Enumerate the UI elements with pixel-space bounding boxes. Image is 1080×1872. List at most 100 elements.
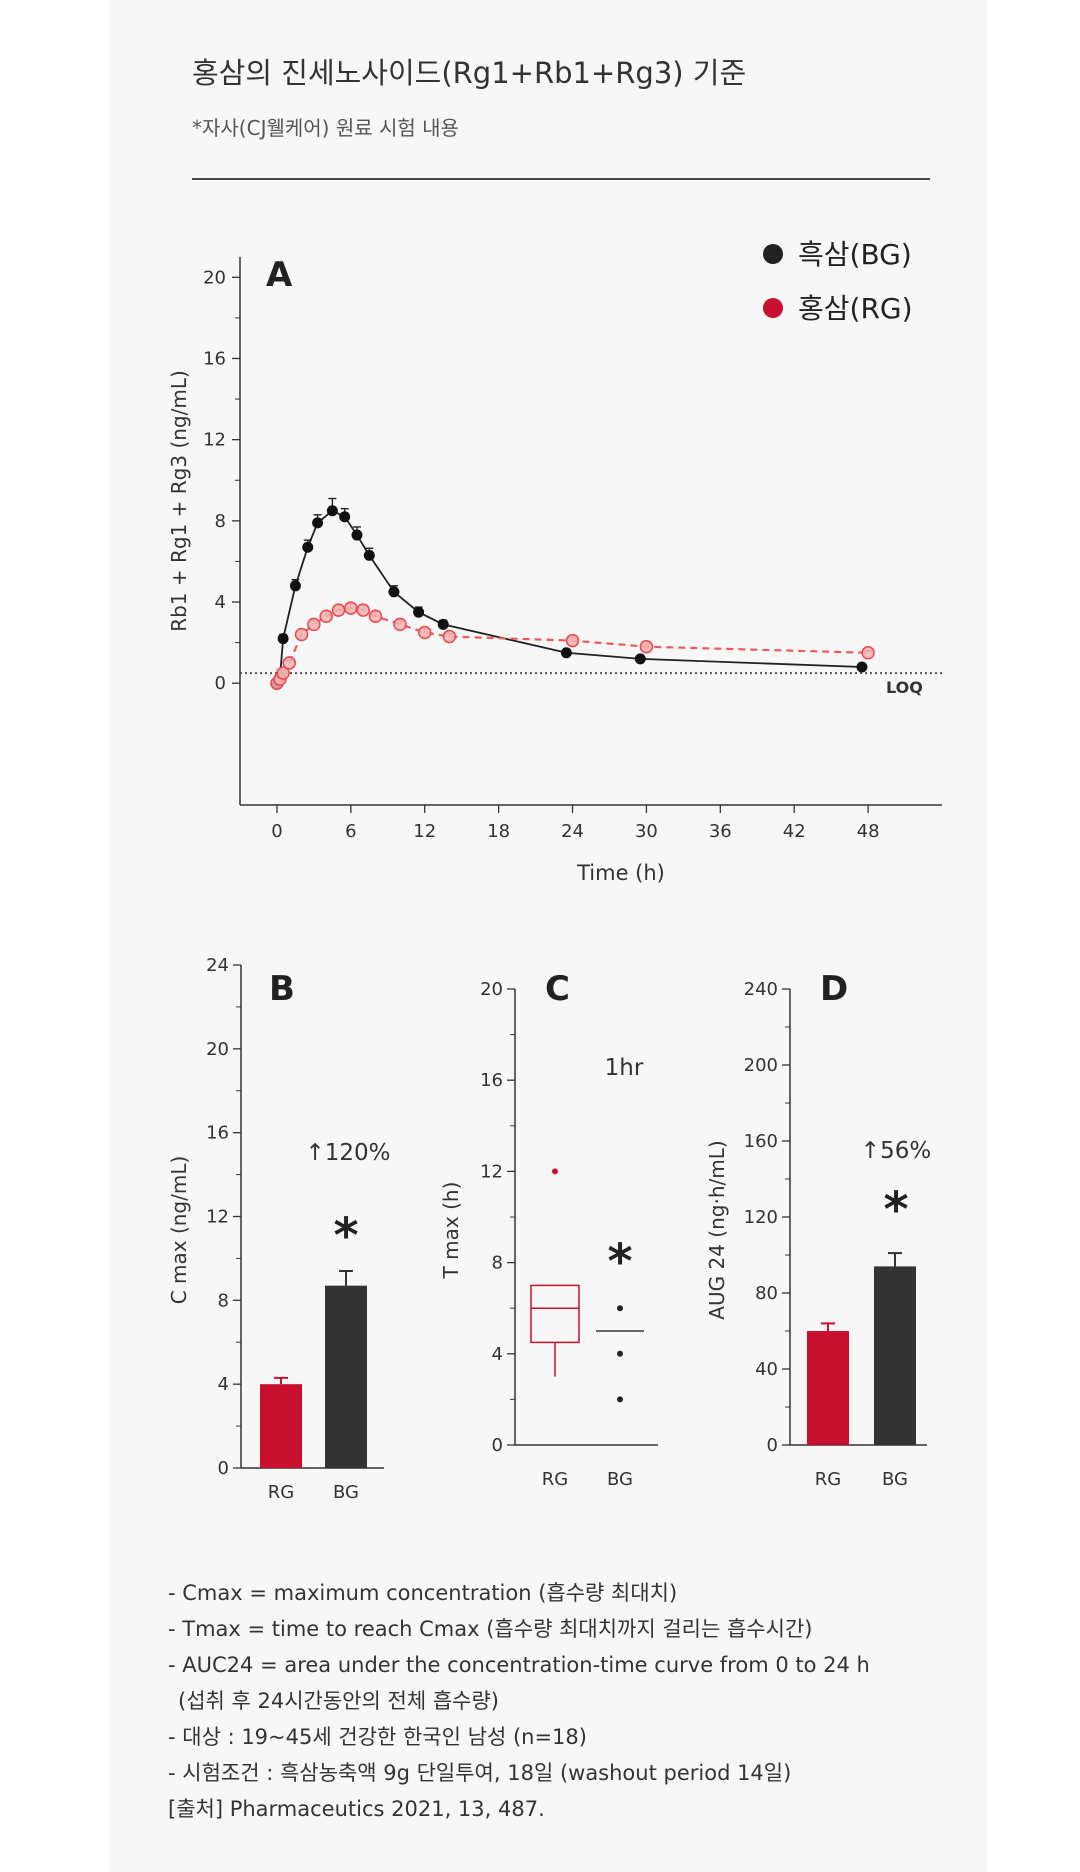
a-x-tick-label: 36 <box>709 821 732 842</box>
note-conditions: - 시험조건 : 흑삼농축액 9g 단일투여, 18일 (washout per… <box>168 1761 792 1785</box>
d-x-tick-label: BG <box>882 1469 908 1490</box>
a-y-axis-label: Rb1 + Rg1 + Rg3 (ng/mL) <box>167 370 191 632</box>
divider <box>192 178 930 180</box>
a-legend-bg-marker <box>763 244 783 264</box>
a-bg-point <box>388 586 400 598</box>
note-auc: - AUC24 = area under the concentration-t… <box>168 1653 870 1677</box>
a-x-tick-label: 12 <box>413 821 436 842</box>
b-y-tick-label: 8 <box>218 1290 229 1311</box>
b-y-tick-label: 4 <box>218 1374 229 1395</box>
a-panel-label: A <box>266 255 293 295</box>
a-x-tick-label: 48 <box>857 821 880 842</box>
a-y-tick-label: 0 <box>215 673 226 694</box>
a-rg-point <box>565 633 580 648</box>
b-bar-rg <box>260 1384 302 1468</box>
d-panel-label: D <box>820 969 848 1009</box>
a-x-tick-label: 30 <box>635 821 658 842</box>
a-rg-point <box>276 666 290 680</box>
c-y-tick-label: 0 <box>492 1435 503 1456</box>
b-annotation: ↑120% <box>305 1140 390 1166</box>
a-loq-label: LOQ <box>886 678 923 697</box>
a-y-tick-label: 16 <box>203 348 226 369</box>
a-legend-bg-label: 흑삼(BG) <box>798 238 912 271</box>
d-y-tick-label: 200 <box>744 1055 778 1076</box>
a-rg-point <box>368 609 383 623</box>
a-rg-point <box>282 656 297 670</box>
b-x-tick-label: RG <box>268 1482 294 1503</box>
b-bar-bg <box>325 1285 367 1468</box>
a-x-tick-label: 24 <box>561 821 584 842</box>
a-rg-point <box>344 601 358 615</box>
c-panel-label: C <box>545 969 570 1009</box>
b-x-tick-label: BG <box>333 1482 359 1503</box>
b-significance: * <box>333 1208 358 1264</box>
b-y-tick-label: 12 <box>206 1207 229 1228</box>
note-tmax: - Tmax = time to reach Cmax (흡수량 최대치까지 걸… <box>168 1617 813 1641</box>
c-x-tick-label: BG <box>607 1469 633 1490</box>
c-bg-point <box>617 1305 623 1312</box>
a-y-tick-label: 4 <box>215 592 226 613</box>
a-x-tick-label: 6 <box>345 821 356 842</box>
d-y-tick-label: 80 <box>755 1283 778 1304</box>
a-rg-point <box>294 627 309 642</box>
notes: - Cmax = maximum concentration (흡수량 최대치)… <box>168 1575 870 1827</box>
d-y-tick-label: 160 <box>744 1131 778 1152</box>
b-panel-label: B <box>269 969 295 1009</box>
a-bg-point <box>302 541 314 553</box>
a-bg-point <box>856 661 868 673</box>
note-source: [출처] Pharmaceutics 2021, 13, 487. <box>168 1797 545 1821</box>
page-title: 홍삼의 진세노사이드(Rg1+Rb1+Rg3) 기준 <box>192 56 747 90</box>
note-auc-ko: (섭취 후 24시간동안의 전체 흡수량) <box>178 1689 499 1713</box>
a-bg-point <box>289 580 301 592</box>
c-bg-point <box>617 1396 623 1403</box>
a-y-tick-label: 12 <box>203 430 226 451</box>
a-bg-point <box>326 505 338 517</box>
a-x-tick-label: 0 <box>271 821 282 842</box>
a-y-tick-label: 8 <box>215 511 226 532</box>
b-y-tick-label: 16 <box>206 1123 229 1144</box>
c-y-tick-label: 8 <box>492 1253 503 1274</box>
c-rg-outlier <box>552 1168 558 1175</box>
a-bg-point <box>560 647 572 659</box>
d-y-tick-label: 120 <box>744 1207 778 1228</box>
b-y-tick-label: 0 <box>218 1458 229 1479</box>
d-significance: * <box>883 1182 908 1238</box>
b-y-tick-label: 24 <box>206 955 229 976</box>
c-x-tick-label: RG <box>542 1469 568 1490</box>
content-panel <box>110 0 987 1872</box>
a-rg-point <box>307 617 321 632</box>
c-y-tick-label: 20 <box>480 979 503 1000</box>
c-y-tick-label: 12 <box>480 1161 503 1182</box>
a-rg-point <box>356 603 370 617</box>
a-rg-point <box>442 629 457 644</box>
a-x-tick-label: 42 <box>783 821 806 842</box>
d-y-tick-label: 0 <box>767 1435 778 1456</box>
a-rg-point <box>639 639 654 654</box>
c-y-tick-label: 4 <box>492 1344 503 1365</box>
a-rg-point <box>393 617 407 632</box>
a-bg-point <box>339 511 351 523</box>
page-subtitle: *자사(CJ웰케어) 원료 시험 내용 <box>192 116 459 140</box>
d-x-tick-label: RG <box>815 1469 841 1490</box>
a-bg-point <box>312 517 324 529</box>
d-y-axis-label: AUG 24 (ng·h/mL) <box>705 1140 729 1319</box>
d-y-tick-label: 240 <box>744 979 778 1000</box>
d-annotation: ↑56% <box>861 1138 931 1164</box>
c-bg-point <box>617 1350 623 1357</box>
c-rg-box <box>530 1284 580 1344</box>
a-y-tick-label: 20 <box>203 267 226 288</box>
a-legend-rg-marker <box>763 298 783 318</box>
a-bg-series-line <box>276 509 862 684</box>
d-bar-rg <box>807 1331 849 1445</box>
d-y-tick-label: 40 <box>755 1359 778 1380</box>
a-bg-point <box>351 529 363 541</box>
a-bg-point <box>363 549 375 561</box>
note-subjects: - 대상 : 19~45세 건강한 한국인 남성 (n=18) <box>168 1725 587 1749</box>
c-y-tick-label: 16 <box>480 1070 503 1091</box>
a-bg-point <box>277 633 289 645</box>
a-bg-point <box>413 606 425 618</box>
a-rg-point <box>417 625 432 640</box>
note-cmax: - Cmax = maximum concentration (흡수량 최대치) <box>168 1581 678 1605</box>
a-bg-point <box>437 618 449 630</box>
